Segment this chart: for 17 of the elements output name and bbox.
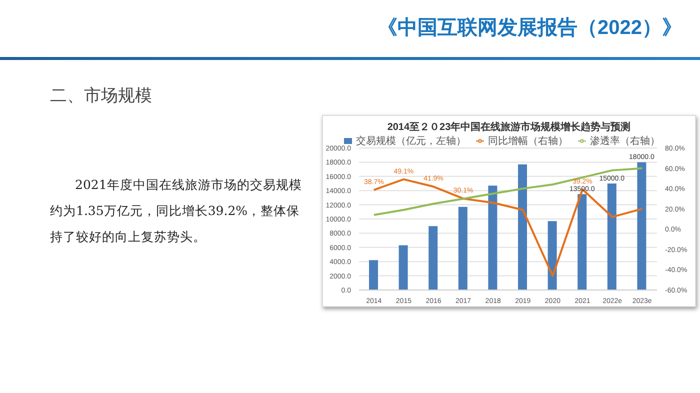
text: 《中国互联网发展报告（2022）》: [378, 16, 682, 41]
legend-label: 同比增幅（右轴）: [488, 136, 568, 147]
text: 2021年度中国在线旅游市场的交易规模约为1.35万亿元，同比增长39.2%，整体保持了较好的向上复苏势头。: [50, 176, 302, 246]
bar: [369, 260, 378, 290]
bar: [637, 162, 646, 290]
bar: [548, 221, 557, 290]
bar: [428, 226, 438, 290]
bar: [607, 184, 616, 290]
bar: [578, 194, 587, 290]
legend-label: 交易规模（亿元，左轴）: [356, 136, 466, 147]
legend-label: 渗透率（右轴）: [590, 136, 660, 147]
bar: [488, 186, 498, 290]
text: 二、市场规模: [50, 85, 152, 107]
bar: [458, 206, 468, 290]
chart-title: 2014至２０23年中国在线旅游市场规模增长趋势与预测: [386, 120, 632, 134]
bar: [398, 245, 408, 290]
bar: [518, 164, 527, 290]
